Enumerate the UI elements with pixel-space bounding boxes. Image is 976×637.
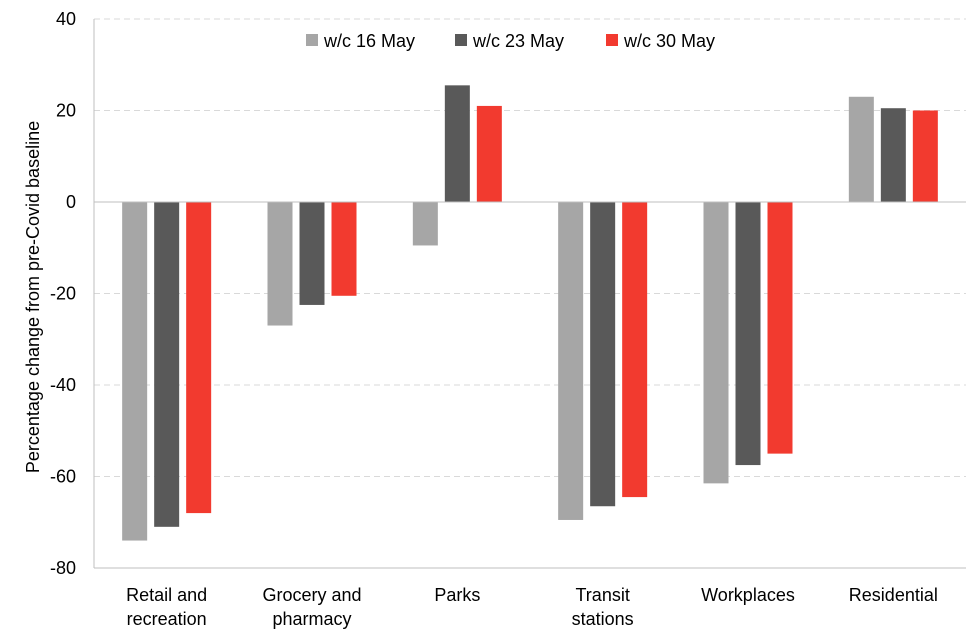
legend-label: w/c 16 May (323, 31, 415, 51)
y-tick-label: -60 (50, 467, 76, 487)
bar (767, 202, 793, 454)
legend: w/c 16 May w/c 23 May w/c 30 May (306, 31, 715, 51)
category-labels: Retail and recreation Grocery and pharmacy P… (126, 585, 938, 629)
y-tick-label: -20 (50, 284, 76, 304)
bar (912, 110, 938, 202)
bar (735, 202, 761, 466)
bar (880, 108, 906, 202)
bar (154, 202, 180, 527)
y-tick-label: 20 (56, 101, 76, 121)
y-axis-label: Percentage change from pre-Covid baselin… (23, 121, 43, 473)
x-tick-label: Grocery and (262, 585, 361, 605)
y-tick-labels: 40 20 0 -20 -40 -60 -80 (50, 9, 76, 578)
bar (122, 202, 148, 541)
x-tick-label: Workplaces (701, 585, 795, 605)
x-tick-label: pharmacy (272, 609, 351, 629)
x-tick-label: recreation (127, 609, 207, 629)
bars (122, 85, 938, 541)
legend-swatch (455, 34, 467, 46)
bar (299, 202, 325, 305)
legend-label: w/c 23 May (472, 31, 564, 51)
y-tick-label: -40 (50, 375, 76, 395)
x-tick-label: stations (572, 609, 634, 629)
bar (444, 85, 470, 202)
bar (558, 202, 584, 520)
x-tick-label: Residential (849, 585, 938, 605)
y-tick-label: -80 (50, 558, 76, 578)
bar (476, 105, 502, 202)
y-tick-label: 40 (56, 9, 76, 29)
gridlines (94, 18, 966, 477)
x-tick-label: Parks (434, 585, 480, 605)
x-tick-label: Transit (575, 585, 629, 605)
legend-swatch (306, 34, 318, 46)
legend-label: w/c 30 May (623, 31, 715, 51)
y-tick-label: 0 (66, 192, 76, 212)
bar (590, 202, 616, 507)
legend-swatch (606, 34, 618, 46)
bar (412, 202, 438, 246)
bar (622, 202, 648, 498)
bar (331, 202, 357, 296)
axes (93, 19, 966, 569)
bar (703, 202, 729, 484)
bar (186, 202, 212, 514)
bar (848, 96, 874, 202)
bar (267, 202, 293, 326)
x-tick-label: Retail and (126, 585, 207, 605)
